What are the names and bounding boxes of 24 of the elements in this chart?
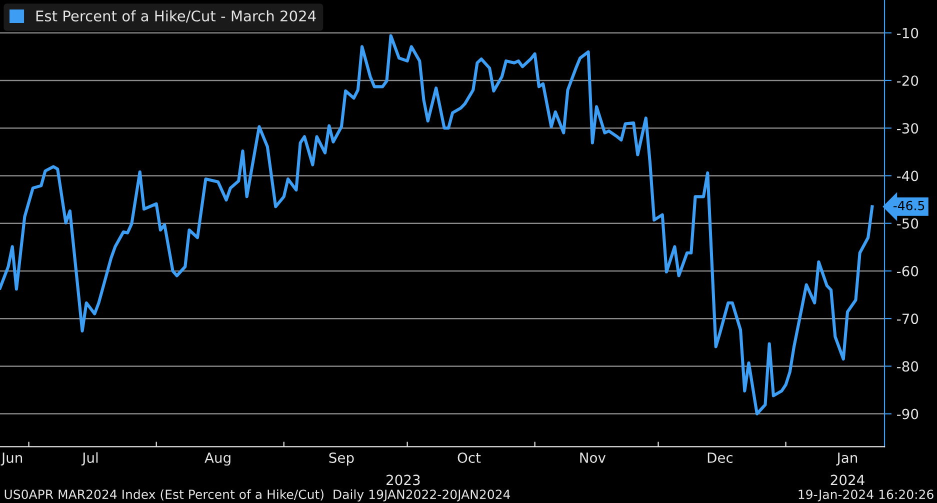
y-tick-label: -10	[897, 28, 918, 38]
x-tick-label: Dec	[708, 452, 733, 463]
x-tick-label: Jun	[0, 452, 22, 466]
y-tick-label: -20	[897, 75, 918, 86]
x-tick-label: Jan	[836, 452, 858, 466]
y-tick-label: -50	[897, 218, 918, 229]
data-label: -46.5	[893, 200, 924, 210]
x-tick-label: Sep	[329, 452, 354, 466]
y-tick-label: -70	[897, 314, 918, 324]
legend-label: Est Percent of a Hike/Cut - March 2024	[36, 10, 316, 23]
y-tick-label: -40	[897, 170, 918, 182]
x-tick-label: Jul	[81, 452, 98, 466]
x-tick-label: Oct	[458, 452, 481, 463]
text: US0APR MAR2024 Index (Est Percent of a Hike/Cut) Daily 19JAN2022-20JAN2024	[4, 489, 510, 502]
x-tick-label: Aug	[204, 452, 230, 466]
x-tick-label: Nov	[580, 452, 606, 463]
y-tick-label: -30	[897, 123, 918, 134]
y-tick-label: -60	[897, 266, 918, 276]
x2-tick-label: 2023	[386, 474, 420, 486]
y-tick-label: -90	[897, 408, 918, 420]
line-series	[0, 34, 874, 416]
y-tick-label: -80	[897, 361, 918, 372]
text: 19-Jan-2024 16:20:26	[798, 490, 934, 502]
x2-tick-label: 2024	[830, 474, 864, 486]
